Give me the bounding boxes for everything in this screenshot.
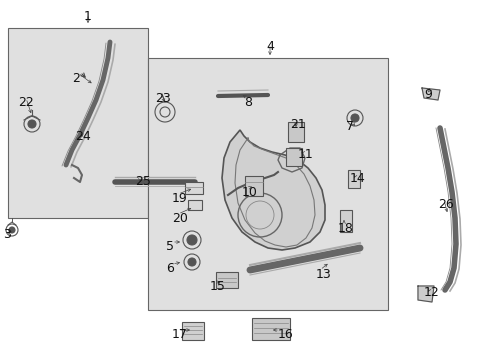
Text: 7: 7: [346, 120, 353, 133]
Bar: [347, 170, 359, 188]
Bar: [148, 58, 387, 310]
Circle shape: [28, 120, 36, 128]
Bar: [184, 182, 203, 194]
Text: 22: 22: [18, 96, 34, 109]
Text: 23: 23: [155, 92, 170, 105]
Circle shape: [9, 227, 15, 233]
Bar: [216, 272, 238, 288]
Text: 18: 18: [337, 222, 353, 235]
Text: 25: 25: [135, 175, 151, 188]
Polygon shape: [421, 88, 439, 100]
Circle shape: [186, 235, 197, 245]
Bar: [182, 322, 203, 340]
Text: 11: 11: [297, 148, 313, 161]
Text: 13: 13: [315, 268, 331, 281]
Bar: [339, 210, 351, 232]
Text: 20: 20: [172, 212, 187, 225]
Bar: [244, 176, 263, 196]
Polygon shape: [222, 130, 325, 250]
Polygon shape: [417, 286, 433, 302]
Text: 19: 19: [172, 192, 187, 205]
Text: 10: 10: [242, 186, 257, 199]
Text: 12: 12: [423, 286, 439, 299]
Text: 1: 1: [84, 10, 92, 23]
Circle shape: [187, 258, 196, 266]
Text: 3: 3: [3, 228, 11, 241]
Text: 17: 17: [172, 328, 187, 341]
Text: 16: 16: [278, 328, 293, 341]
Text: 6: 6: [165, 262, 174, 275]
Text: 9: 9: [423, 88, 431, 101]
Bar: [187, 200, 202, 210]
Bar: [8, 28, 148, 218]
Bar: [285, 148, 302, 166]
Bar: [251, 318, 289, 340]
Text: 4: 4: [265, 40, 273, 53]
Text: 21: 21: [289, 118, 305, 131]
Bar: [287, 122, 304, 142]
Text: 15: 15: [209, 280, 225, 293]
Text: 8: 8: [244, 96, 251, 109]
Text: 24: 24: [75, 130, 91, 143]
Circle shape: [350, 114, 358, 122]
Text: 14: 14: [349, 172, 365, 185]
Text: 5: 5: [165, 240, 174, 253]
Text: 26: 26: [437, 198, 453, 211]
Text: 2: 2: [72, 72, 80, 85]
